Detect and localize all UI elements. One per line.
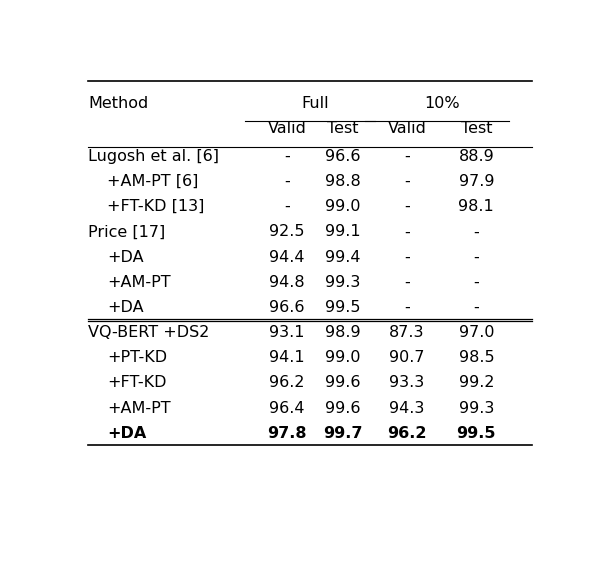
Text: +DA: +DA bbox=[107, 426, 146, 441]
Text: -: - bbox=[404, 224, 410, 239]
Text: +AM-PT: +AM-PT bbox=[107, 275, 170, 290]
Text: 99.3: 99.3 bbox=[459, 400, 494, 416]
Text: -: - bbox=[404, 275, 410, 290]
Text: 94.4: 94.4 bbox=[269, 249, 305, 265]
Text: -: - bbox=[284, 174, 290, 189]
Text: 96.2: 96.2 bbox=[387, 426, 427, 441]
Text: -: - bbox=[284, 149, 290, 164]
Text: VQ-BERT +DS2: VQ-BERT +DS2 bbox=[88, 325, 210, 340]
Text: -: - bbox=[284, 199, 290, 214]
Text: -: - bbox=[404, 174, 410, 189]
Text: -: - bbox=[473, 249, 479, 265]
Text: +FT-KD [13]: +FT-KD [13] bbox=[107, 199, 204, 214]
Text: 92.5: 92.5 bbox=[269, 224, 305, 239]
Text: 99.6: 99.6 bbox=[325, 400, 360, 416]
Text: 96.6: 96.6 bbox=[269, 300, 305, 315]
Text: +FT-KD: +FT-KD bbox=[107, 376, 166, 390]
Text: +DA: +DA bbox=[107, 300, 144, 315]
Text: +AM-PT: +AM-PT bbox=[107, 400, 170, 416]
Text: 93.3: 93.3 bbox=[389, 376, 425, 390]
Text: 99.3: 99.3 bbox=[325, 275, 360, 290]
Text: 96.2: 96.2 bbox=[269, 376, 305, 390]
Text: -: - bbox=[404, 199, 410, 214]
Text: 98.9: 98.9 bbox=[325, 325, 360, 340]
Text: 98.8: 98.8 bbox=[325, 174, 360, 189]
Text: 98.5: 98.5 bbox=[458, 350, 494, 365]
Text: 93.1: 93.1 bbox=[269, 325, 305, 340]
Text: 90.7: 90.7 bbox=[389, 350, 425, 365]
Text: Method: Method bbox=[88, 96, 148, 111]
Text: 94.8: 94.8 bbox=[269, 275, 305, 290]
Text: 97.8: 97.8 bbox=[267, 426, 307, 441]
Text: +DA: +DA bbox=[107, 249, 144, 265]
Text: 87.3: 87.3 bbox=[389, 325, 425, 340]
Text: +PT-KD: +PT-KD bbox=[107, 350, 167, 365]
Text: Test: Test bbox=[327, 121, 358, 136]
Text: 97.9: 97.9 bbox=[458, 174, 494, 189]
Text: 99.1: 99.1 bbox=[325, 224, 360, 239]
Text: 99.0: 99.0 bbox=[325, 350, 360, 365]
Text: -: - bbox=[473, 224, 479, 239]
Text: 96.6: 96.6 bbox=[325, 149, 360, 164]
Text: 96.4: 96.4 bbox=[269, 400, 305, 416]
Text: +AM-PT [6]: +AM-PT [6] bbox=[107, 174, 198, 189]
Text: 99.6: 99.6 bbox=[325, 376, 360, 390]
Text: 99.4: 99.4 bbox=[325, 249, 360, 265]
Text: -: - bbox=[404, 149, 410, 164]
Text: -: - bbox=[473, 275, 479, 290]
Text: Full: Full bbox=[301, 96, 328, 111]
Text: 97.0: 97.0 bbox=[458, 325, 494, 340]
Text: 10%: 10% bbox=[424, 96, 460, 111]
Text: Valid: Valid bbox=[387, 121, 427, 136]
Text: 88.9: 88.9 bbox=[458, 149, 494, 164]
Text: Valid: Valid bbox=[268, 121, 306, 136]
Text: 99.7: 99.7 bbox=[322, 426, 362, 441]
Text: 99.5: 99.5 bbox=[325, 300, 360, 315]
Text: Lugosh et al. [6]: Lugosh et al. [6] bbox=[88, 149, 219, 164]
Text: -: - bbox=[404, 300, 410, 315]
Text: 99.5: 99.5 bbox=[457, 426, 496, 441]
Text: 99.0: 99.0 bbox=[325, 199, 360, 214]
Text: 94.3: 94.3 bbox=[389, 400, 425, 416]
Text: Price [17]: Price [17] bbox=[88, 224, 166, 239]
Text: 99.2: 99.2 bbox=[458, 376, 494, 390]
Text: Test: Test bbox=[461, 121, 492, 136]
Text: -: - bbox=[473, 300, 479, 315]
Text: -: - bbox=[404, 249, 410, 265]
Text: 94.1: 94.1 bbox=[269, 350, 305, 365]
Text: 98.1: 98.1 bbox=[458, 199, 494, 214]
